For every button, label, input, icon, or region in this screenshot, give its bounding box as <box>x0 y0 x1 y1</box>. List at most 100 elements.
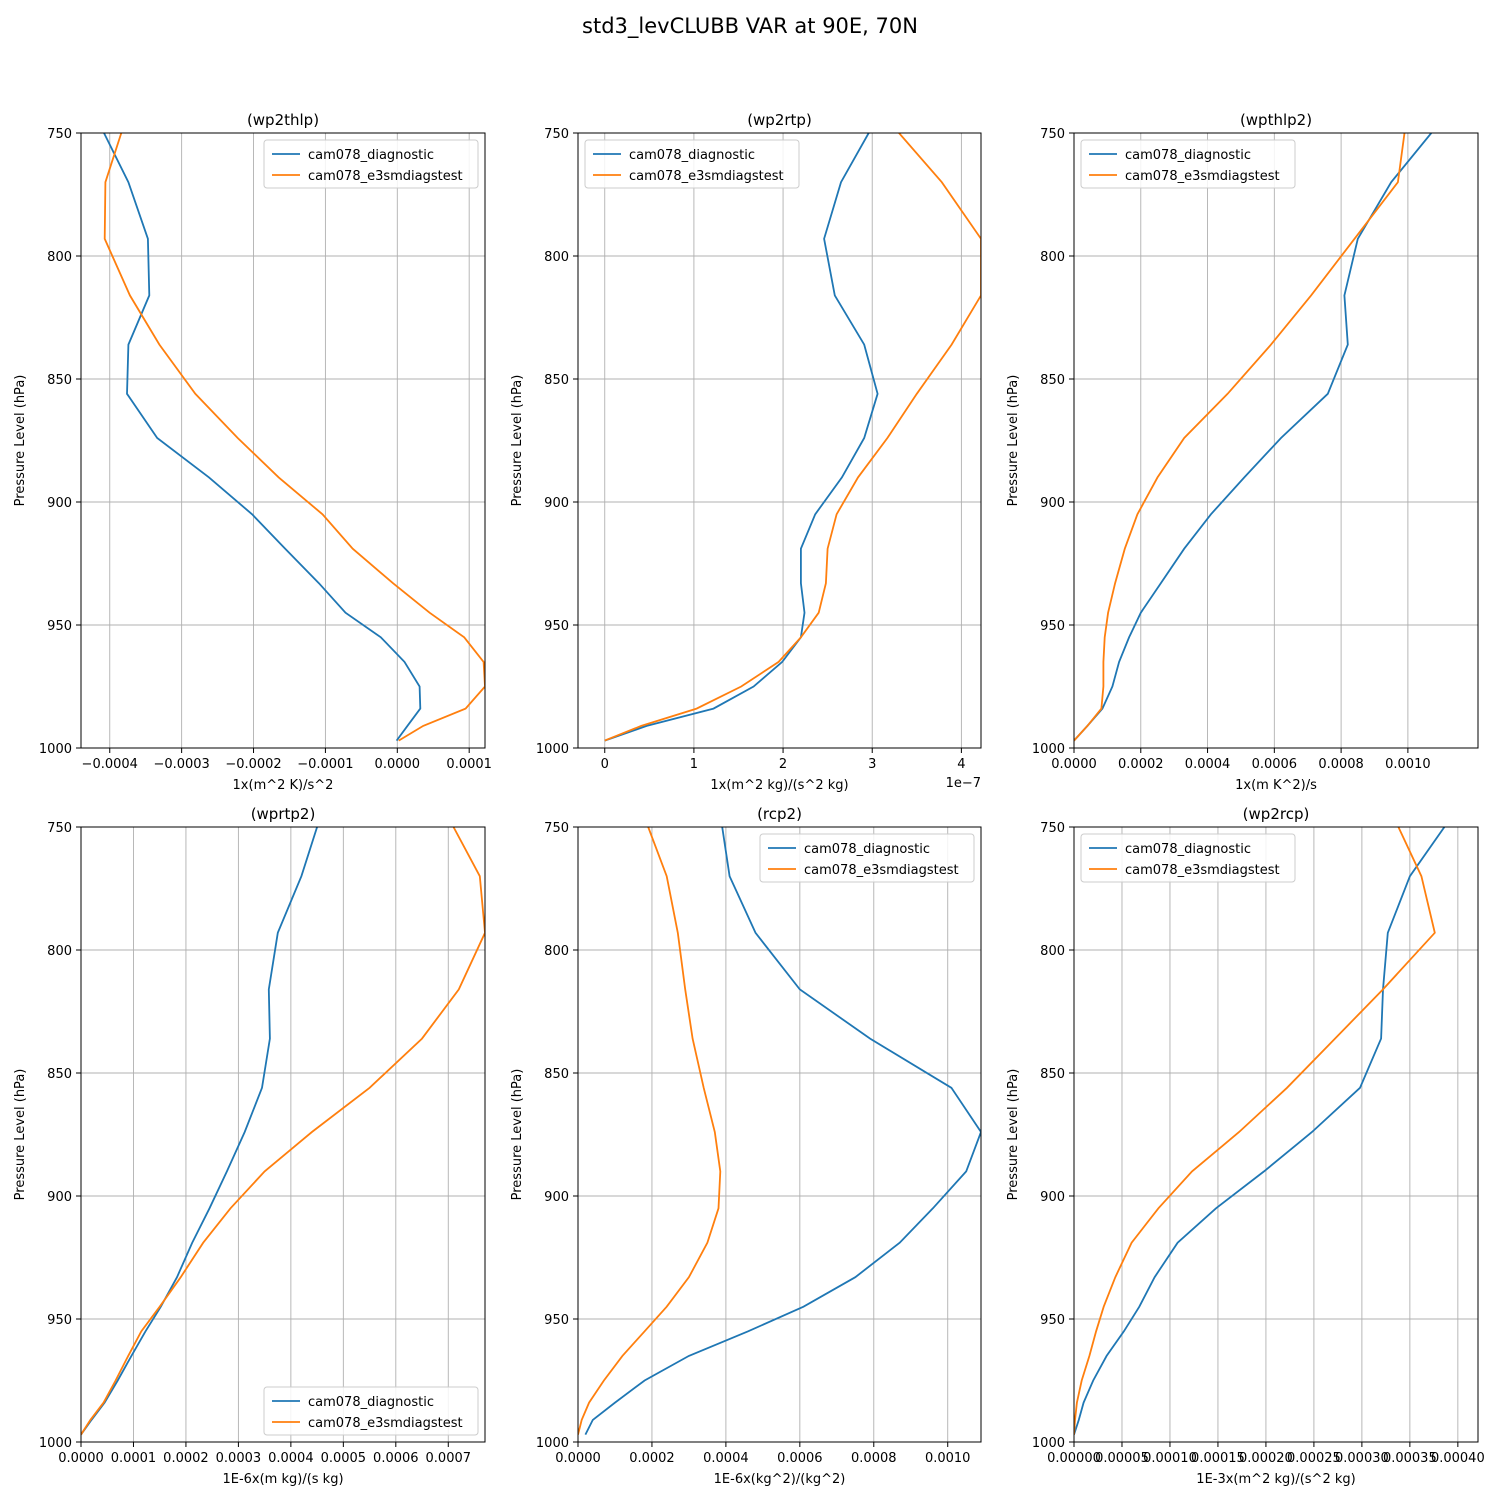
x-axis-label: 1E-3x(m^2 kg)/(s^2 kg) <box>1196 1472 1355 1487</box>
chart-panel-1: −0.0004 −0.0003 −0.0002 −0.0001 0.0000 0.0001… <box>13 111 492 793</box>
x-tick-label: 0.00010 <box>1143 1451 1197 1466</box>
x-tick-label: 0.0001 <box>111 1451 157 1466</box>
legend-box <box>263 139 479 189</box>
y-tick-label: 850 <box>47 373 72 388</box>
y-axis-label: Pressure Level (hPa) <box>510 1069 525 1201</box>
x-tick-label: 0.0010 <box>1385 757 1431 772</box>
y-tick-label: 750 <box>1040 127 1065 142</box>
x-tick-label: 0.0001 <box>446 757 492 772</box>
legend-box <box>759 833 975 883</box>
legend-label: cam078_diagnostic <box>629 148 755 163</box>
y-tick-label: 850 <box>47 1067 72 1082</box>
y-tick-label: 850 <box>544 373 569 388</box>
legend-box <box>584 139 800 189</box>
legend-label: cam078_diagnostic <box>1125 148 1251 163</box>
legend-box <box>1080 139 1296 189</box>
series-line-cam078_e3smdiagstest <box>1074 827 1436 1435</box>
series-line-cam078_diagnostic <box>81 827 318 1436</box>
legend-label: cam078_e3smdiagstest <box>1125 169 1280 184</box>
plot-frame <box>577 132 982 749</box>
legend-label: cam078_diagnostic <box>308 1395 434 1410</box>
x-tick-label: 0.0008 <box>1318 757 1364 772</box>
y-axis-label: Pressure Level (hPa) <box>13 1069 28 1201</box>
series-line-cam078_diagnostic <box>584 827 981 1436</box>
x-axis-label: 1E-6x(m kg)/(s kg) <box>222 1472 343 1487</box>
x-tick-label: 0.0006 <box>1252 757 1298 772</box>
series-line-cam078_e3smdiagstest <box>103 133 485 742</box>
x-axis-label: 1x(m^2 kg)/(s^2 kg) <box>710 778 848 793</box>
x-tick-label: −0.0002 <box>225 757 281 772</box>
legend: cam078_diagnostic cam078_e3smdiagstest <box>584 139 800 189</box>
x-tick-label: 0.00020 <box>1239 1451 1293 1466</box>
panel-title: (wp2rcp) <box>1243 805 1310 823</box>
legend: cam078_diagnostic cam078_e3smdiagstest <box>1080 139 1296 189</box>
y-tick-label: 950 <box>47 619 72 634</box>
x-tick-label: 0.0000 <box>375 757 421 772</box>
y-tick-label: 750 <box>544 127 569 142</box>
series-line-cam078_diagnostic <box>1074 133 1432 742</box>
y-tick-label: 1000 <box>39 742 72 757</box>
y-axis-label: Pressure Level (hPa) <box>1006 375 1021 507</box>
y-tick-label: 950 <box>47 1313 72 1328</box>
x-tick-label: 0.00040 <box>1431 1451 1485 1466</box>
x-tick-label: 0.00000 <box>1047 1451 1101 1466</box>
y-tick-label: 900 <box>1040 496 1065 511</box>
x-tick-label: 0.00025 <box>1287 1451 1341 1466</box>
y-tick-label: 900 <box>47 1190 72 1205</box>
series-line-cam078_e3smdiagstest <box>578 827 722 1435</box>
y-tick-label: 800 <box>544 250 569 265</box>
panel-title: (rcp2) <box>757 805 802 823</box>
y-tick-label: 1000 <box>39 1436 72 1451</box>
legend-label: cam078_diagnostic <box>1125 842 1251 857</box>
y-tick-label: 750 <box>1040 821 1065 836</box>
legend-label: cam078_e3smdiagstest <box>629 169 784 184</box>
legend-label: cam078_diagnostic <box>308 148 434 163</box>
y-tick-label: 900 <box>47 496 72 511</box>
y-tick-label: 800 <box>47 944 72 959</box>
x-tick-label: 0.00015 <box>1191 1451 1245 1466</box>
legend-label: cam078_e3smdiagstest <box>308 169 463 184</box>
x-tick-label: −0.0003 <box>153 757 209 772</box>
legend-box <box>263 1386 479 1436</box>
plot-frame <box>1073 826 1479 1443</box>
x-axis-label: 1E-6x(kg^2)/(kg^2) <box>714 1472 846 1487</box>
x-tick-label: 0.00005 <box>1095 1451 1149 1466</box>
series-line-cam078_diagnostic <box>103 133 422 742</box>
y-tick-label: 850 <box>544 1067 569 1082</box>
y-tick-label: 750 <box>544 821 569 836</box>
series-line-cam078_e3smdiagstest <box>81 827 485 1436</box>
y-tick-label: 750 <box>47 127 72 142</box>
y-tick-label: 800 <box>544 944 569 959</box>
y-tick-label: 950 <box>1040 1313 1065 1328</box>
legend-label: cam078_diagnostic <box>804 842 930 857</box>
chart-panel-6: 0.000000.000050.000100.000150.000200.000… <box>1006 805 1485 1487</box>
x-tick-label: 0.0004 <box>703 1451 749 1466</box>
legend: cam078_diagnostic cam078_e3smdiagstest <box>263 139 479 189</box>
x-tick-label: 0.0004 <box>1185 757 1231 772</box>
x-tick-label: 0.0006 <box>777 1451 823 1466</box>
legend: cam078_diagnostic cam078_e3smdiagstest <box>1080 833 1296 883</box>
x-tick-label: 4 <box>957 757 965 772</box>
figure-title: std3_levCLUBB VAR at 90E, 70N <box>582 14 918 38</box>
panel-title: (wp2rtp) <box>747 111 812 129</box>
x-tick-label: 1 <box>690 757 698 772</box>
series-line-cam078_e3smdiagstest <box>604 133 981 742</box>
panel-title: (wp2thlp) <box>247 111 319 129</box>
y-tick-label: 950 <box>544 1313 569 1328</box>
legend-label: cam078_e3smdiagstest <box>308 1416 463 1431</box>
y-tick-label: 1000 <box>1032 1436 1065 1451</box>
x-tick-label: 0.0000 <box>555 1451 601 1466</box>
y-tick-label: 1000 <box>536 742 569 757</box>
chart-panel-4: 0.0000 0.0001 0.0002 0.0003 0.0004 0.0005 0.00… <box>13 805 486 1487</box>
y-tick-label: 900 <box>544 1190 569 1205</box>
y-tick-label: 1000 <box>536 1436 569 1451</box>
legend-label: cam078_e3smdiagstest <box>804 863 959 878</box>
x-tick-label: 0.0006 <box>373 1451 419 1466</box>
plot-frame <box>80 132 486 749</box>
x-axis-label: 1x(m K^2)/s <box>1235 778 1317 793</box>
x-tick-label: 3 <box>868 757 876 772</box>
x-tick-label: 2 <box>779 757 787 772</box>
y-axis-label: Pressure Level (hPa) <box>510 375 525 507</box>
plot-frame <box>80 826 486 1443</box>
